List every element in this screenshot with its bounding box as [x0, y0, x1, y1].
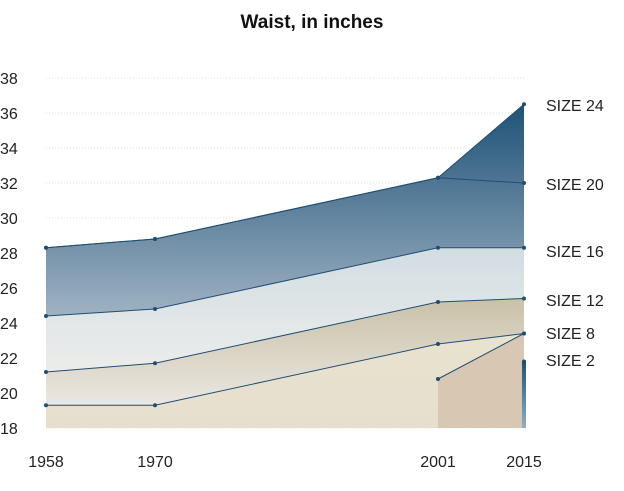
series-label-size-16: SIZE 16: [546, 244, 604, 261]
y-tick-label: 36: [0, 106, 18, 123]
y-tick-label: 38: [0, 71, 18, 88]
point-size-8: [153, 403, 157, 408]
point-size-24: [522, 102, 526, 107]
y-tick-label: 18: [0, 421, 18, 438]
line-size-8: [46, 333, 525, 406]
series-label-size-24: SIZE 24: [546, 98, 604, 115]
x-tick-label: 1958: [28, 454, 64, 471]
band-size-20-24: [46, 104, 524, 316]
line-size-20: [45, 177, 525, 249]
y-tick-label: 26: [0, 281, 18, 298]
y-tick-label: 34: [0, 141, 18, 158]
series-label-size-2: SIZE 2: [546, 353, 595, 370]
size-2-bar: [522, 361, 526, 428]
y-tick-label: 30: [0, 211, 18, 228]
band-size-8: [46, 333, 524, 428]
y-tick-label: 28: [0, 246, 18, 263]
point-size-8: [44, 403, 48, 408]
point-size-8: [436, 342, 440, 346]
y-tick-label: 32: [0, 176, 18, 193]
band-size-2-region: [438, 333, 524, 428]
line-size-12: [45, 298, 525, 373]
chart-title: Waist, in inches: [240, 12, 384, 33]
point-size-2: [522, 359, 526, 364]
point-size-12: [522, 296, 526, 301]
point-size-12: [436, 300, 440, 304]
x-tick-label: 2001: [420, 454, 456, 471]
y-tick-label: 20: [0, 386, 18, 403]
point-size-16: [522, 245, 526, 250]
point-size-20: [522, 181, 526, 185]
x-tick-label: 1970: [137, 454, 173, 471]
series-label-size-20: SIZE 20: [546, 177, 604, 194]
point-size-16: [44, 314, 48, 318]
band-size-12: [46, 298, 524, 406]
y-tick-label: 22: [0, 351, 18, 368]
line-extra-segment: [437, 333, 525, 380]
band-size-16: [46, 247, 524, 372]
x-tick-label: 2015: [506, 454, 542, 471]
point-size-12: [44, 370, 48, 374]
point-size-20: [153, 237, 157, 241]
point-size-20: [436, 175, 440, 180]
point-size-12: [153, 361, 157, 366]
series-label-size-8: SIZE 8: [546, 326, 595, 343]
line-size-16: [45, 247, 524, 317]
point-extra-segment: [436, 377, 440, 381]
point-size-20: [44, 245, 48, 250]
series-label-size-12: SIZE 12: [546, 293, 604, 310]
point-size-16: [153, 307, 157, 311]
y-tick-label: 24: [0, 316, 18, 333]
point-size-16: [436, 245, 440, 250]
point-extra-segment: [522, 331, 526, 336]
